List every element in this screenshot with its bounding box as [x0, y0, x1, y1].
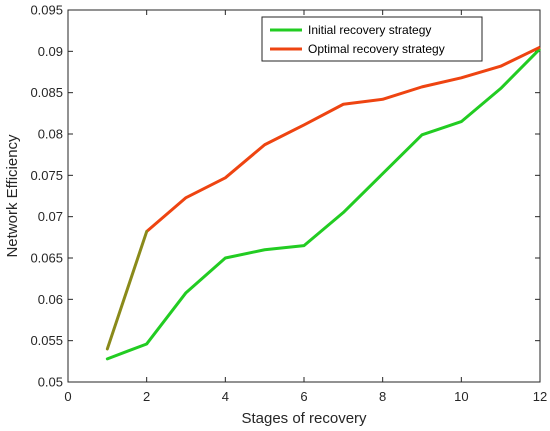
y-tick-label: 0.095: [30, 3, 63, 18]
legend: Initial recovery strategy Optimal recove…: [261, 16, 483, 62]
legend-label-initial: Initial recovery strategy: [308, 23, 431, 37]
x-tick-label: 12: [533, 389, 547, 404]
series-line-initial-start: [105, 342, 149, 361]
y-tick-label: 0.08: [38, 127, 63, 142]
y-tick-label: 0.06: [38, 292, 63, 307]
x-tick-label: 6: [300, 389, 307, 404]
legend-label-optimal: Optimal recovery strategy: [308, 42, 445, 56]
series-line-optimal: [145, 45, 541, 233]
legend-box: [261, 16, 483, 62]
x-tick-label: 4: [222, 389, 229, 404]
plot-area: [67, 9, 541, 383]
y-axis-ticks: 0.05 0.055 0.06 0.065 0.07 0.075 0.08 0.085 0.09…: [30, 3, 540, 390]
y-tick-label: 0.07: [38, 209, 63, 224]
y-tick-label: 0.055: [30, 333, 63, 348]
x-axis-label: Stages of recovery: [241, 410, 367, 427]
x-tick-label: 0: [64, 389, 71, 404]
series-line-optimal-start: [105, 230, 149, 351]
x-tick-label: 8: [379, 389, 386, 404]
x-axis-ticks: 0 2 4 6 8 10 12: [64, 10, 547, 404]
y-tick-label: 0.065: [30, 251, 63, 266]
x-tick-label: 2: [143, 389, 150, 404]
y-tick-label: 0.075: [30, 168, 63, 183]
series-lines: [105, 45, 542, 361]
y-tick-label: 0.085: [30, 85, 63, 100]
y-axis-label: Network Efficiency: [4, 134, 21, 258]
y-tick-label: 0.05: [38, 375, 63, 390]
y-tick-label: 0.09: [38, 44, 63, 59]
x-tick-label: 10: [454, 389, 468, 404]
series-line-initial: [145, 47, 542, 345]
